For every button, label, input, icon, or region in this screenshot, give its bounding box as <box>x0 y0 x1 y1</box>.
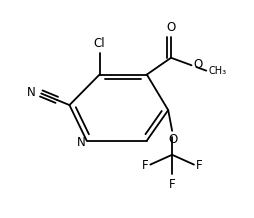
Text: Cl: Cl <box>94 37 105 50</box>
Text: F: F <box>169 178 176 191</box>
Text: F: F <box>196 159 203 172</box>
Text: O: O <box>166 21 176 34</box>
Text: N: N <box>27 86 36 99</box>
Text: N: N <box>77 136 86 149</box>
Text: O: O <box>169 133 178 146</box>
Text: CH₃: CH₃ <box>208 66 227 76</box>
Text: O: O <box>193 58 202 71</box>
Text: F: F <box>141 159 148 172</box>
